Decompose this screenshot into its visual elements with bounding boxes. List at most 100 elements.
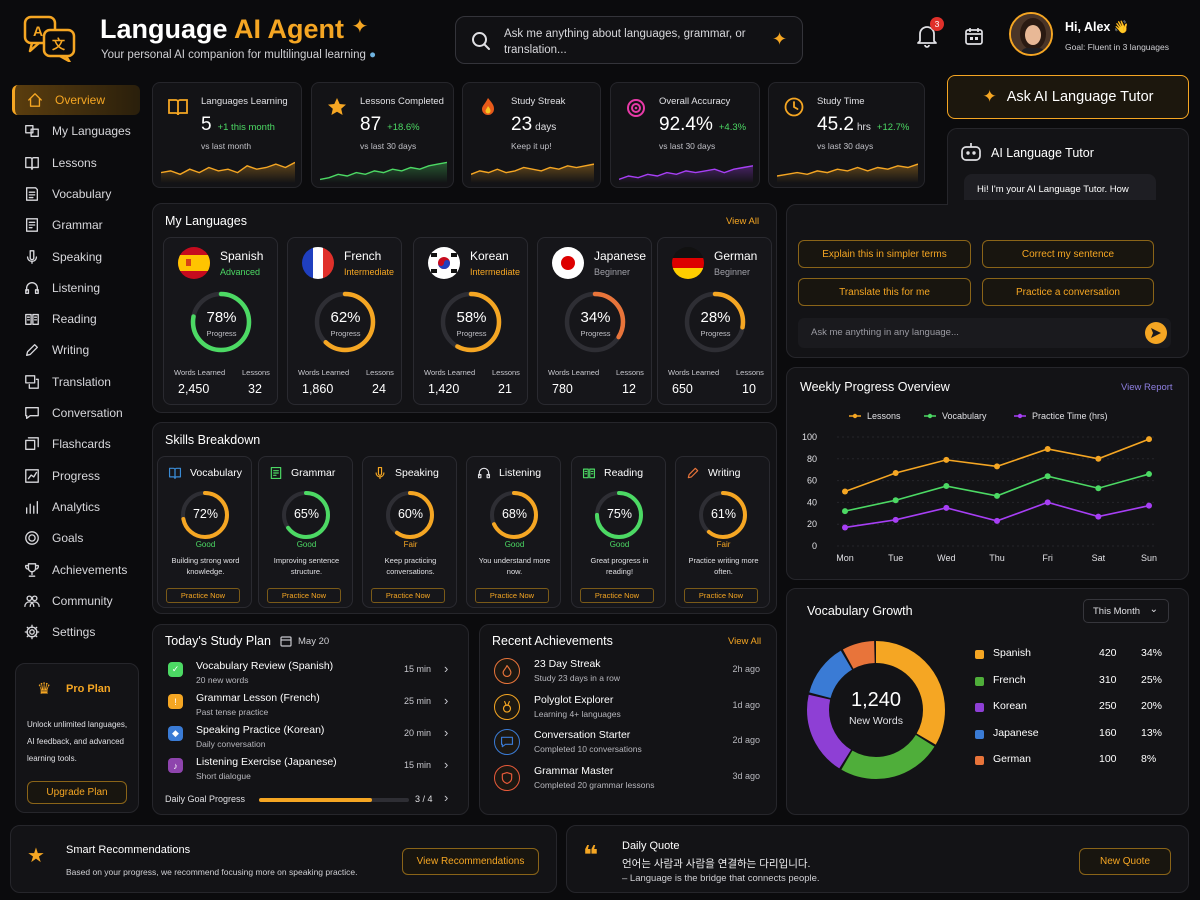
practice-now-button[interactable]: Practice Now [684,588,758,603]
chevron-right-icon[interactable]: › [444,757,449,772]
clock-icon [783,96,805,118]
trophy-icon-wrap [23,561,41,579]
sidebar-item-goals[interactable]: Goals [12,523,140,553]
user-goal: Goal: Fluent in 3 languages [1065,42,1169,52]
practice-now-button[interactable]: Practice Now [475,588,549,603]
sidebar-item-settings[interactable]: Settings [12,617,140,647]
vocabulary-icon [26,187,38,201]
y-tick-label: 20 [807,519,817,529]
grammar-icon [26,218,38,233]
translate-icon-wrap [23,122,41,140]
y-tick-label: 0 [812,541,817,551]
view-report-link[interactable]: View Report [1121,382,1173,393]
study-plan-item[interactable]: ♪ Listening Exercise (Japanese) Short dial… [168,756,458,786]
headphones-icon: ♪ [168,758,183,773]
ai-sparkle-icon[interactable]: ✦ [772,29,788,49]
search-input[interactable]: Ask me anything about languages, grammar… [504,28,746,56]
achievement-item[interactable]: Conversation Starter Completed 10 convers… [494,729,764,759]
period-dropdown[interactable]: This Month ⌄ [1083,599,1169,623]
practice-now-button[interactable]: Practice Now [580,588,654,603]
achievement-item[interactable]: Grammar Master Completed 20 grammar lesso… [494,764,764,795]
progress-ring [313,290,377,354]
send-button[interactable] [1145,322,1167,344]
sparkline [320,161,447,183]
achievement-item[interactable]: 23 Day Streak Study 23 days in a row 2h ag… [494,658,764,688]
lessons-value: 10 [742,382,756,396]
flame-icon [502,664,512,678]
notification-button[interactable]: 3 [916,17,944,48]
grammar-icon [270,466,282,480]
sparkline [161,161,295,183]
achievement-title: Conversation Starter [534,729,631,741]
new-quote-button[interactable]: New Quote [1079,848,1171,875]
practice-now-button[interactable]: Practice Now [267,588,341,603]
chevron-right-icon[interactable]: › [444,725,449,740]
skill-ring-svg [181,491,229,539]
practice-now-button[interactable]: Practice Now [371,588,445,603]
language-card-japanese[interactable]: Japanese Beginner 34% Progress Words Learned… [537,237,652,405]
language-card-french[interactable]: French Intermediate 62% Progress Words Learn… [287,237,402,405]
skill-value: 72% [192,507,219,521]
tutor-input[interactable]: Ask me anything in any language... [798,318,1171,348]
sidebar-item-conversation[interactable]: Conversation [12,398,140,428]
robot-icon [961,143,981,161]
analytics-icon [26,500,38,514]
upgrade-plan-button[interactable]: Upgrade Plan [27,781,127,804]
sidebar-item-flashcards[interactable]: Flashcards [12,429,140,459]
sidebar-item-writing[interactable]: Writing [12,335,140,365]
crown-icon: ♛ [37,681,52,698]
chevron-right-icon[interactable]: › [444,693,449,708]
study-plan-item[interactable]: ◆ Speaking Practice (Korean) Daily convers… [168,724,458,754]
view-recommendations-button[interactable]: View Recommendations [402,848,539,875]
achievement-item[interactable]: Polyglot Explorer Learning 4+ languages 1d… [494,693,764,724]
language-card-korean[interactable]: Korean Intermediate 58% Progress Words Learn… [413,237,528,405]
suggestion-chip[interactable]: Practice a conversation [982,278,1154,306]
gear-icon-wrap [23,623,41,641]
search-bar[interactable]: Ask me anything about languages, grammar… [455,16,803,64]
x-tick-label: Fri [1042,553,1053,563]
data-point [1095,455,1102,462]
chevron-right-icon[interactable]: › [444,661,449,676]
ask-tutor-button[interactable]: ✦ Ask AI Language Tutor [947,75,1189,119]
calendar-button[interactable] [964,26,984,51]
sidebar-item-overview[interactable]: Overview [12,85,140,115]
legend-pct: 13% [1141,726,1163,739]
progress-ring [439,290,503,354]
skill-ring [593,489,645,541]
data-point [1146,436,1152,443]
sidebar-item-community[interactable]: Community [12,586,140,616]
sidebar-item-reading[interactable]: Reading [12,304,140,334]
sidebar-item-grammar[interactable]: Grammar [12,210,140,240]
progress-value: 28% [700,309,731,326]
sidebar-item-my-languages[interactable]: My Languages [12,116,140,146]
suggestion-chip[interactable]: Translate this for me [798,278,971,306]
skill-desc: Building strong word knowledge. [171,556,240,576]
sidebar-item-speaking[interactable]: Speaking [12,242,140,272]
chevron-right-icon[interactable]: › [444,790,449,805]
sidebar-item-progress[interactable]: Progress [12,461,140,491]
avatar[interactable] [1009,12,1053,56]
flame-icon [494,658,520,684]
language-card-german[interactable]: German Beginner 28% Progress Words Learned Le… [657,237,772,405]
sidebar-item-listening[interactable]: Listening [12,273,140,303]
language-card-spanish[interactable]: Spanish Advanced 78% Progress Words Learned L… [163,237,278,405]
study-plan-item[interactable]: ✓ Vocabulary Review (Spanish) 20 new words… [168,660,458,690]
bell-icon [917,26,937,48]
sidebar-item-achievements[interactable]: Achievements [12,555,140,585]
practice-now-button[interactable]: Practice Now [166,588,240,603]
skill-ring [697,489,749,541]
achievements-view-all[interactable]: View All [728,636,762,647]
sidebar-item-vocabulary[interactable]: Vocabulary [12,179,140,209]
stat-delta: +1 this month [217,122,275,133]
study-plan-item[interactable]: ǃ Grammar Lesson (French) Past tense pract… [168,692,458,722]
suggestion-chip[interactable]: Explain this in simpler terms [798,240,971,268]
sidebar-item-translation[interactable]: Translation [12,367,140,397]
trophy-icon [24,562,40,577]
sidebar-item-lessons[interactable]: Lessons [12,148,140,178]
my-languages-view-all[interactable]: View All [726,216,760,227]
achievement-sub: Study 23 days in a row [534,673,620,683]
plan-sub: Short dialogue [196,771,251,781]
suggestion-chip[interactable]: Correct my sentence [982,240,1154,268]
sidebar-item-analytics[interactable]: Analytics [12,492,140,522]
skill-value: 68% [501,507,528,521]
